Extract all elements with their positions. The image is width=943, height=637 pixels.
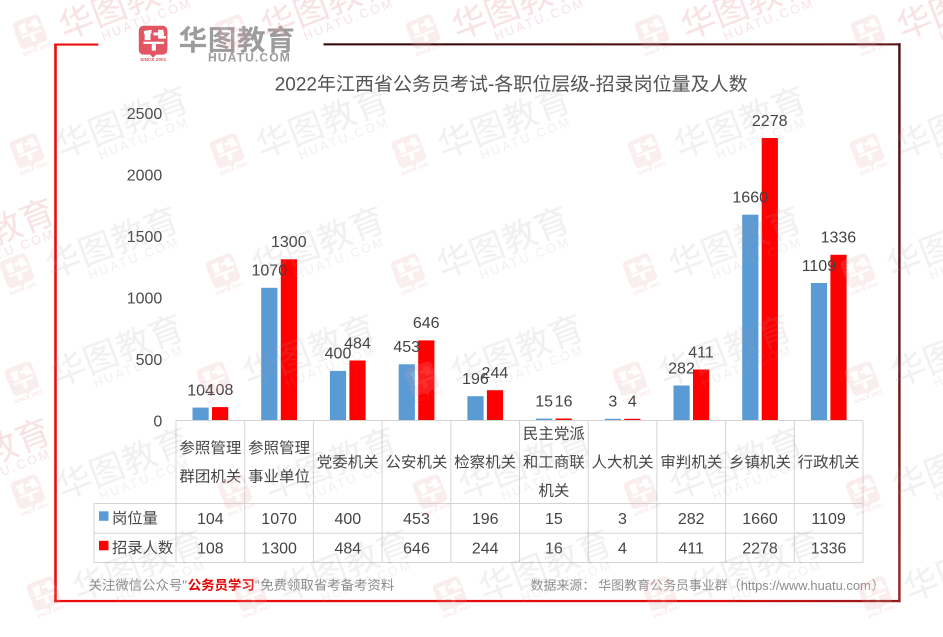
svg-text:15: 15	[535, 393, 553, 410]
svg-text:1336: 1336	[811, 541, 847, 558]
svg-text:16: 16	[555, 393, 573, 410]
svg-text:244: 244	[472, 541, 499, 558]
svg-text:400: 400	[334, 511, 361, 528]
svg-text:1000: 1000	[127, 291, 163, 308]
svg-text:4: 4	[618, 541, 627, 558]
svg-text:3: 3	[608, 394, 617, 411]
svg-text:108: 108	[197, 541, 224, 558]
svg-text:411: 411	[678, 541, 704, 558]
svg-text:4: 4	[628, 394, 637, 411]
svg-text:1660: 1660	[732, 190, 768, 207]
svg-text:0: 0	[153, 414, 162, 431]
svg-text:": "	[182, 578, 187, 593]
svg-text:453: 453	[393, 339, 420, 356]
svg-text:SINCE 2001: SINCE 2001	[140, 57, 166, 62]
svg-text:2000: 2000	[127, 168, 163, 185]
svg-text:1300: 1300	[261, 541, 297, 558]
svg-text:1070: 1070	[261, 511, 297, 528]
svg-text:15: 15	[545, 511, 563, 528]
svg-text:3: 3	[618, 511, 627, 528]
svg-text:1336: 1336	[821, 230, 857, 247]
svg-text:2022: 2022	[275, 75, 317, 96]
svg-text:196: 196	[472, 511, 499, 528]
svg-text:104: 104	[197, 511, 224, 528]
svg-text:282: 282	[668, 360, 695, 377]
svg-text:-: -	[488, 75, 494, 96]
svg-text:1070: 1070	[252, 263, 288, 280]
svg-text:-: -	[589, 75, 595, 96]
svg-text:282: 282	[678, 511, 705, 528]
svg-text:646: 646	[413, 315, 440, 332]
svg-text:1109: 1109	[802, 258, 837, 275]
svg-text:1660: 1660	[742, 511, 778, 528]
svg-text:1109: 1109	[811, 511, 846, 528]
svg-text:1300: 1300	[271, 234, 307, 251]
svg-text:HUATU.COM: HUATU.COM	[208, 51, 291, 65]
svg-text:646: 646	[403, 541, 430, 558]
